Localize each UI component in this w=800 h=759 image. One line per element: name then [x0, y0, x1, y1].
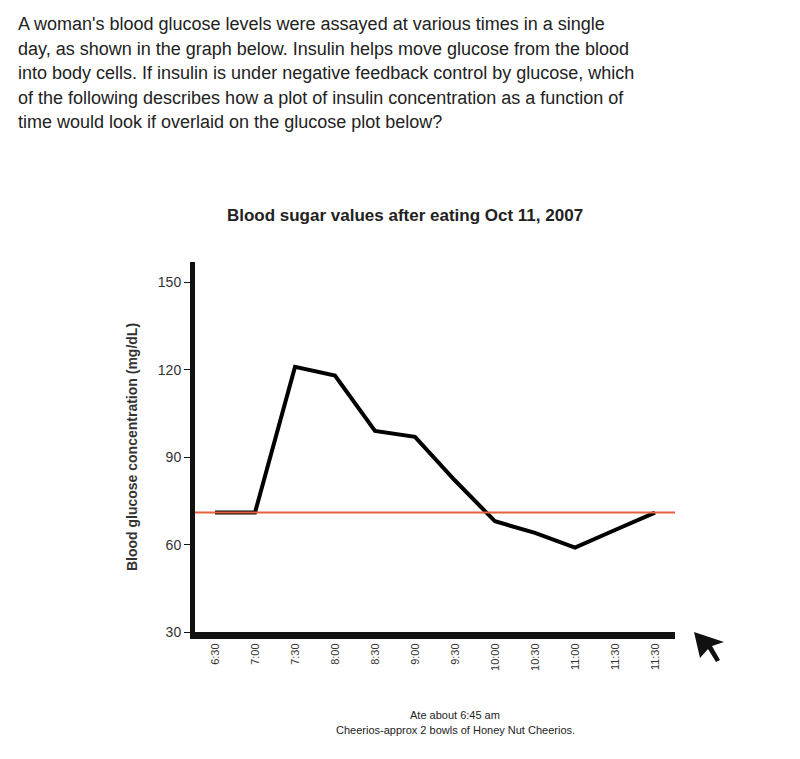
svg-text:8:00: 8:00: [329, 643, 341, 664]
svg-text:10:30: 10:30: [529, 643, 541, 671]
svg-text:90: 90: [166, 449, 182, 465]
svg-text:Cheerios-approx 2 bowls of Hon: Cheerios-approx 2 bowls of Honey Nut Che…: [336, 724, 575, 736]
svg-text:60: 60: [166, 537, 182, 553]
svg-text:11:30: 11:30: [609, 643, 621, 670]
svg-text:11:30: 11:30: [649, 643, 661, 670]
html-text:of the following describes how: of the following describes how a plot of…: [18, 87, 624, 108]
svg-text:6:30: 6:30: [209, 643, 221, 664]
svg-text:150: 150: [158, 274, 182, 290]
svg-text:30: 30: [166, 624, 182, 640]
svg-text:Blood sugar values after eatin: Blood sugar values after eating Oct 11, …: [227, 206, 583, 225]
svg-text:120: 120: [158, 362, 182, 378]
svg-text:8:30: 8:30: [369, 643, 381, 664]
svg-text:9:00: 9:00: [409, 643, 421, 664]
svg-text:11:00: 11:00: [569, 643, 581, 670]
html-text:A woman's blood glucose levels: A woman's blood glucose levels were assa…: [18, 14, 605, 34]
html-text:time would look if overlaid on: time would look if overlaid on the gluco…: [18, 112, 443, 132]
html-text:into body cells. If insulin is: into body cells. If insulin is under neg…: [18, 63, 635, 83]
svg-text:Blood glucose concentration (m: Blood glucose concentration (mg/dL): [124, 323, 140, 571]
html-text:day, as shown in the graph bel: day, as shown in the graph below. Insuli…: [18, 38, 629, 59]
svg-text:9:30: 9:30: [449, 643, 461, 664]
svg-text:10:00: 10:00: [489, 643, 501, 671]
svg-text:7:00: 7:00: [249, 643, 261, 664]
svg-text:Ate about 6:45 am: Ate about 6:45 am: [410, 709, 500, 721]
svg-text:7:30: 7:30: [289, 643, 301, 664]
